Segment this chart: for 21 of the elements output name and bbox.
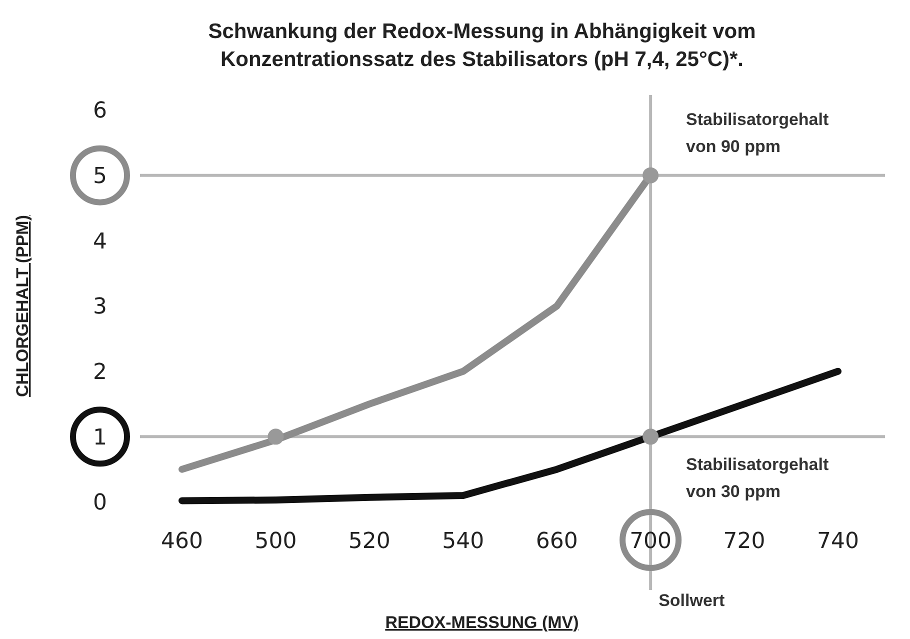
x-tick-label: 520 xyxy=(348,529,390,554)
x-tick-label: 660 xyxy=(536,529,578,554)
x-tick-label: 540 xyxy=(442,529,484,554)
y-tick-label: 6 xyxy=(93,98,107,124)
y-tick-label: 1 xyxy=(93,425,107,450)
y-tick-label: 4 xyxy=(93,229,107,254)
y-tick-label: 3 xyxy=(93,294,107,320)
ref-line-label: Sollwert xyxy=(658,591,726,610)
chart-title: Schwankung der Redox-Messung in Abhängigkeit vom Konzentrationssatz des Stabilisators (pH 7,4, 25°C)*. xyxy=(208,20,756,71)
series-label: Stabilisatorgehalt von 30 ppm xyxy=(686,455,829,501)
y-tick-label: 2 xyxy=(93,360,107,386)
x-tick-label: 500 xyxy=(254,529,297,554)
x-axis-title: REDOX-MESSUNG (MV) xyxy=(385,613,579,632)
x-tick-label: 720 xyxy=(723,529,766,554)
x-tick-label: 740 xyxy=(817,529,859,554)
y-axis-title: CHLORGEHALT (PPM) xyxy=(13,215,32,397)
y-tick-label: 0 xyxy=(93,490,107,516)
y-tick-label: 5 xyxy=(93,164,107,190)
text: Stabilisatorgehalt von 90 ppm xyxy=(686,110,829,156)
x-tick-label: 460 xyxy=(161,529,203,554)
x-tick-label: 700 xyxy=(630,529,672,554)
